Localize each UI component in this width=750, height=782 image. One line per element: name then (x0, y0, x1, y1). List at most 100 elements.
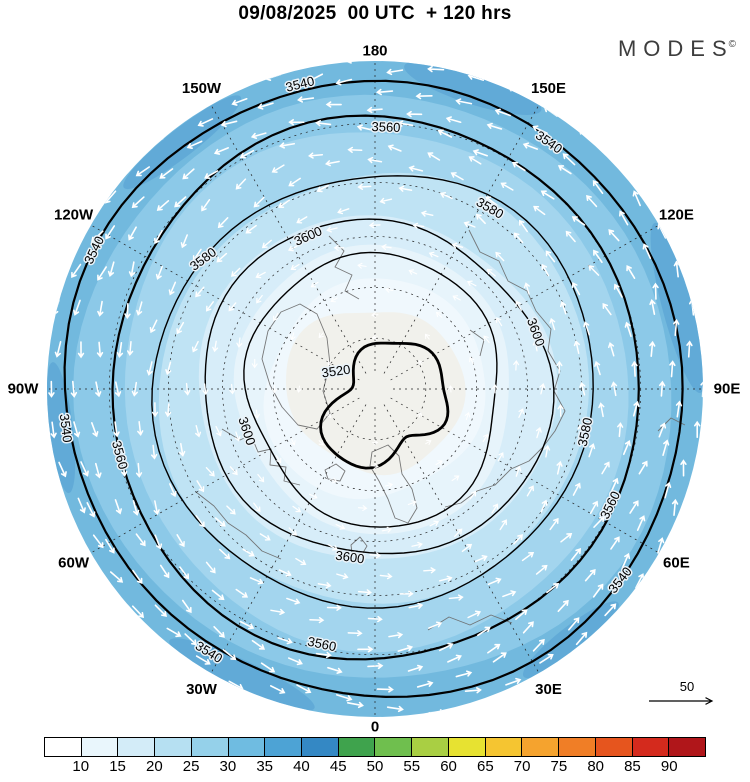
colorbar-tick: 35 (256, 758, 273, 775)
wind-arrow (505, 677, 522, 686)
wind-arrow (415, 92, 433, 100)
wind-arrow (131, 381, 138, 397)
wind-arrow (583, 321, 590, 336)
wind-arrow (229, 383, 236, 395)
wind-arrow (610, 381, 618, 397)
wind-arrow (174, 196, 187, 208)
wind-arrow (686, 340, 693, 358)
wind-arrow (407, 500, 417, 506)
wind-arrow (511, 161, 526, 172)
wind-arrow (642, 243, 652, 260)
wind-arrow (155, 265, 163, 280)
wind-arrow (255, 271, 266, 279)
wind-arrow (451, 475, 460, 482)
colorbar-tick: 65 (476, 758, 494, 775)
wind-arrow (219, 548, 231, 560)
wind-arrow (556, 360, 563, 374)
shading-patch (650, 222, 703, 393)
wind-arrow (70, 380, 78, 398)
wind-arrow (356, 124, 373, 131)
wind-arrow (242, 548, 255, 557)
wind-arrow (295, 557, 307, 566)
wind-arrow (594, 360, 601, 376)
wind-arrow (469, 356, 475, 365)
wind-arrow (384, 482, 394, 489)
contour-label: 3560 (371, 119, 400, 135)
wind-arrow (521, 551, 535, 562)
wind-arrow (593, 249, 603, 264)
wind-arrow (269, 685, 286, 694)
wind-arrow (562, 153, 576, 166)
wind-arrow (180, 234, 188, 249)
wind-arrow (239, 149, 255, 159)
wind-arrow (287, 657, 303, 666)
colorbar-segment (485, 738, 523, 756)
wind-arrow (532, 125, 548, 134)
wind-arrow (156, 199, 170, 211)
wind-arrow (570, 547, 582, 561)
wind-arrow (631, 360, 638, 377)
wind-arrow (149, 319, 158, 334)
wind-arrow (154, 604, 167, 617)
wind-arrow (621, 552, 631, 569)
wind-arrow (288, 177, 301, 187)
wind-arrow (539, 383, 546, 395)
wind-arrow (192, 248, 202, 262)
wind-arrow (357, 262, 367, 269)
colorbar (44, 737, 706, 757)
wind-arrow (447, 654, 462, 663)
wind-arrow (523, 282, 530, 295)
wind-arrow (428, 621, 443, 629)
wind-arrow (700, 380, 703, 398)
wind-arrow (215, 425, 222, 437)
wind-arrow (128, 261, 136, 278)
wind-arrow (635, 573, 645, 589)
wind-arrow (337, 208, 350, 215)
wind-arrow (657, 537, 665, 554)
wind-arrow (86, 502, 96, 518)
wind-arrow (475, 213, 486, 225)
wind-arrow (153, 229, 163, 245)
wind-arrow (438, 575, 453, 582)
wind-arrow (496, 317, 503, 327)
wind-arrow (275, 455, 282, 464)
wind-arrow (249, 577, 264, 585)
wind-arrow (408, 269, 418, 275)
wind-arrow (532, 339, 539, 352)
wind-arrow (277, 637, 293, 645)
longitude-label-150W: 150W (182, 80, 222, 97)
wind-arrow (387, 144, 402, 152)
wind-arrow (73, 299, 81, 316)
wind-arrow (579, 381, 586, 396)
wind-arrow (486, 122, 503, 130)
wind-arrow (164, 403, 172, 418)
wind-arrow (515, 300, 523, 311)
wind-arrow (324, 160, 340, 167)
wind-arrow (260, 662, 276, 673)
wind-arrow (526, 485, 534, 497)
wind-arrow (513, 534, 524, 545)
wind-arrow (515, 609, 528, 621)
wind-arrow (54, 341, 62, 358)
wind-arrow (357, 646, 374, 653)
wind-arrow (397, 644, 414, 652)
graticule (47, 61, 703, 717)
wind-arrow (259, 533, 271, 541)
contour-label: 3600 (335, 548, 366, 567)
wind-arrow (492, 652, 507, 663)
wind-arrow (90, 230, 104, 243)
wind-arrow (235, 178, 247, 190)
wind-arrow (347, 701, 364, 709)
wind-arrow (499, 519, 508, 531)
wind-arrow (437, 129, 453, 138)
wind-arrow (290, 438, 296, 446)
wind-arrow (347, 630, 363, 637)
wind-arrow (116, 341, 124, 359)
wind-arrow (502, 590, 517, 598)
longitude-label-90W: 90W (8, 381, 40, 398)
wind-arrow (532, 638, 545, 652)
wind-arrow (406, 110, 423, 118)
wind-arrow (649, 299, 656, 315)
wind-arrow (357, 505, 368, 511)
wind-arrow (326, 412, 332, 419)
